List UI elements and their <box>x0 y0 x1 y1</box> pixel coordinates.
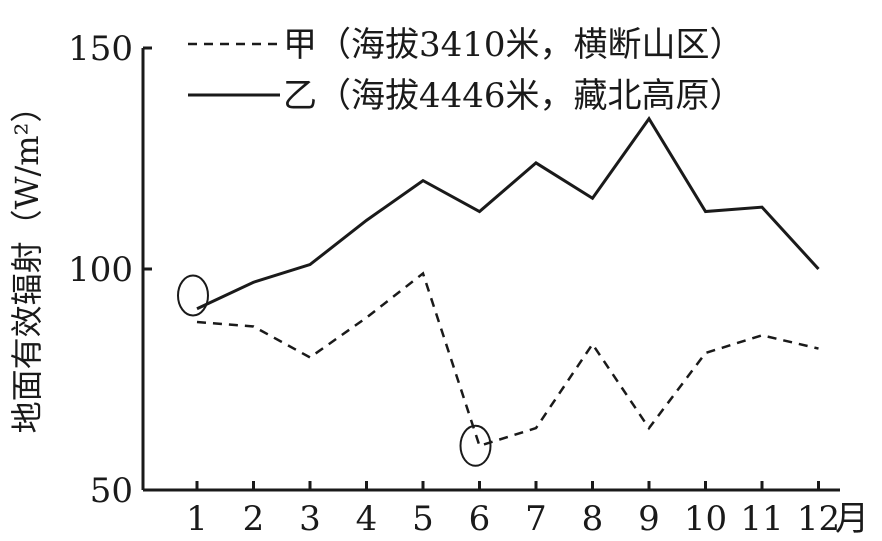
annotation-ellipse <box>178 276 208 316</box>
x-tick-label: 9 <box>638 499 660 537</box>
y-tick-label: 50 <box>90 471 133 511</box>
x-axis-title: 月 <box>835 499 869 537</box>
y-tick-label: 150 <box>68 29 133 69</box>
legend-label: 甲（海拔3410米，横断山区） <box>283 25 744 65</box>
x-tick-label: 4 <box>356 499 378 537</box>
x-tick-label: 5 <box>412 499 434 537</box>
x-tick-label: 3 <box>299 499 321 537</box>
x-tick-label: 10 <box>684 499 727 537</box>
x-tick-label: 12 <box>797 499 840 537</box>
series-line-jia <box>197 273 819 445</box>
x-tick-label: 2 <box>243 499 265 537</box>
annotation-ellipse <box>461 426 491 466</box>
x-tick-label: 11 <box>740 499 783 537</box>
series-lines <box>197 119 819 446</box>
annotations <box>178 276 491 466</box>
x-tick-label: 8 <box>582 499 604 537</box>
y-tick-label: 100 <box>68 250 133 290</box>
legend: 甲（海拔3410米，横断山区） 乙（海拔4446米，藏北高原） <box>188 25 744 116</box>
x-tick-label: 6 <box>469 499 491 537</box>
x-tick-label: 7 <box>525 499 547 537</box>
legend-label: 乙（海拔4446米，藏北高原） <box>283 76 744 116</box>
x-tick-label: 1 <box>186 499 208 537</box>
series-line-yi <box>197 119 819 309</box>
y-axis-title: 地面有效辐射（W/m²） <box>8 91 46 434</box>
